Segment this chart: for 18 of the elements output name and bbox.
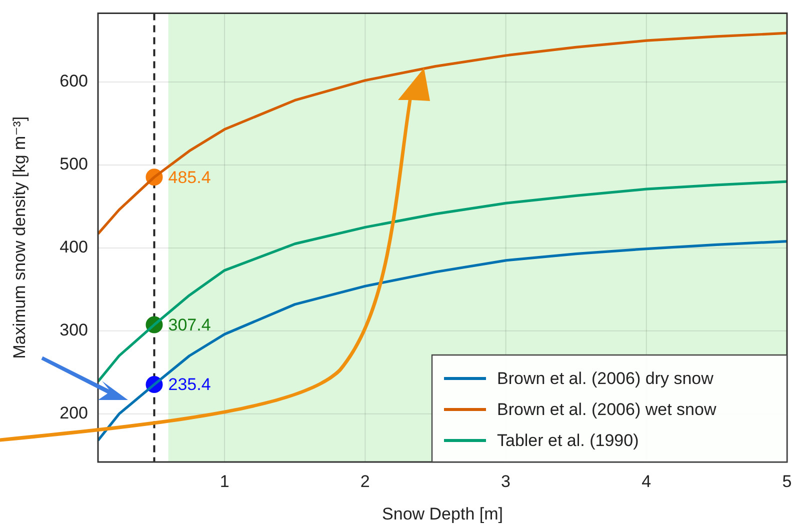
data-label: 235.4 — [168, 375, 211, 394]
y-tick-label: 400 — [60, 238, 88, 257]
y-axis-title: Maximum snow density [kg m⁻³] — [10, 116, 29, 359]
x-tick-label: 3 — [501, 472, 511, 491]
x-tick-label: 4 — [642, 472, 652, 491]
data-label: 307.4 — [168, 315, 211, 334]
legend-label: Brown et al. (2006) dry snow — [497, 369, 714, 388]
x-tick-label: 5 — [782, 472, 792, 491]
x-axis-title: Snow Depth [m] — [382, 504, 503, 524]
legend-label: Tabler et al. (1990) — [497, 431, 639, 450]
data-label: 485.4 — [168, 168, 211, 187]
x-tick-label: 1 — [220, 472, 230, 491]
x-tick-label: 2 — [360, 472, 370, 491]
y-tick-label: 600 — [60, 72, 88, 91]
y-tick-label: 500 — [60, 154, 88, 174]
y-tick-label: 300 — [60, 320, 88, 340]
legend-label: Brown et al. (2006) wet snow — [497, 400, 717, 420]
y-tick-label: 200 — [60, 404, 88, 423]
